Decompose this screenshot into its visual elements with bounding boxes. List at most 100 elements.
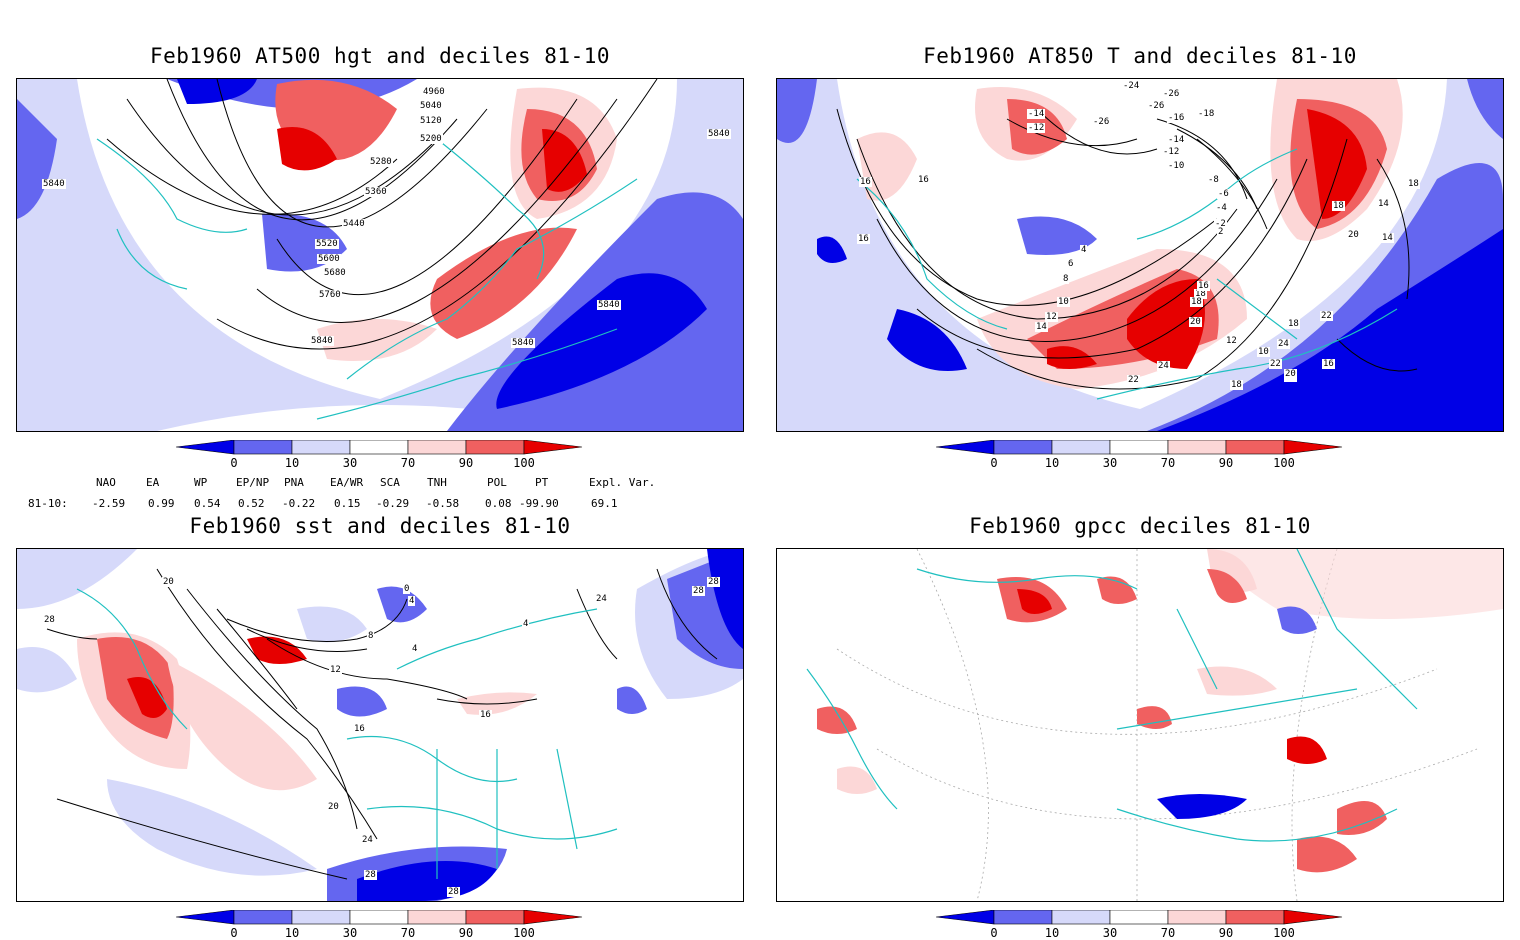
contour-label: 16 — [917, 175, 930, 185]
contour-label: 22 — [1320, 311, 1333, 321]
colorbar-tick-label: 70 — [400, 456, 416, 470]
index-row-label: 81-10: — [28, 497, 68, 510]
contour-label: 5200 — [419, 134, 443, 144]
contour-label: 4 — [1080, 245, 1088, 255]
contour-label: 5040 — [419, 101, 443, 111]
contour-label: 10 — [1057, 297, 1070, 307]
colorbar-swatch — [1051, 440, 1111, 455]
contour-label: 5840 — [597, 300, 621, 310]
contour-label: 0 — [403, 584, 411, 594]
contour-label: 14 — [1377, 199, 1390, 209]
colorbar-swatch — [349, 440, 409, 455]
colorbar-swatch — [233, 440, 293, 455]
index-header: POL — [487, 476, 507, 489]
contour-label: 5840 — [707, 129, 731, 139]
index-header: NAO — [96, 476, 116, 489]
contour-label: -12 — [1027, 123, 1046, 133]
contour-label: -10 — [1167, 161, 1186, 171]
colorbar-tick-label: 30 — [1102, 926, 1118, 940]
colorbar-swatch — [1109, 440, 1169, 455]
colorbar-tick-label: 70 — [1160, 926, 1176, 940]
contour-label: 18 — [1190, 297, 1203, 307]
colorbar-sst: 0 10 30 70 90 100 — [176, 908, 586, 940]
map-panel-hgt500: 4960 5040 5120 5200 5280 5360 5440 5520 5600 5680… — [16, 78, 744, 432]
colorbar-tick-label: 100 — [513, 926, 535, 940]
contour-label: 20 — [1284, 369, 1297, 379]
colorbar-high-arrow — [523, 440, 583, 455]
index-header: WP — [194, 476, 208, 489]
index-header: EA/WR — [330, 476, 364, 489]
colorbar-gpcc: 0 10 30 70 90 100 — [936, 908, 1346, 940]
contour-label: 28 — [447, 887, 460, 897]
contour-label: 18 — [1407, 179, 1420, 189]
index-header: PNA — [284, 476, 304, 489]
colorbar-swatch — [1225, 910, 1285, 925]
colorbar-tick-label: 100 — [1273, 456, 1295, 470]
colorbar-swatch — [407, 440, 467, 455]
contour-label: 5280 — [369, 157, 393, 167]
colorbar-swatch — [349, 910, 409, 925]
index-value: -0.58 — [426, 497, 460, 510]
map-panel-t850: -24 -26 -26 -14 -12 -26 -18 -16 -14 -12 -10 -8 -6 -4-… — [776, 78, 1504, 432]
map-gpcc — [777, 549, 1503, 901]
contour-label: -8 — [1207, 175, 1220, 185]
panel-title-t850: Feb1960 AT850 T and deciles 81-10 — [923, 44, 1357, 68]
map-panel-gpcc — [776, 548, 1504, 902]
contour-label: 12 — [1225, 336, 1238, 346]
colorbar-hgt500: 0 10 30 70 90 100 — [176, 438, 586, 478]
index-value: -2.59 — [92, 497, 126, 510]
colorbar-swatch — [465, 440, 525, 455]
contour-label: 20 — [1347, 230, 1360, 240]
contour-label: 22 — [1127, 375, 1140, 385]
colorbar-low-arrow — [936, 910, 995, 925]
contour-label: -2 — [1214, 219, 1227, 229]
contour-label: 5840 — [42, 179, 66, 189]
contour-label: -26 — [1092, 117, 1111, 127]
contour-label: -24 — [1122, 81, 1141, 91]
contour-label: 8 — [1062, 274, 1070, 284]
index-header: EA — [146, 476, 160, 489]
index-header: TNH — [427, 476, 447, 489]
contour-label: 5520 — [315, 239, 339, 249]
colorbar-tick-label: 10 — [1044, 926, 1060, 940]
colorbar-tick-label: 10 — [284, 456, 300, 470]
index-header: Expl. Var. — [589, 476, 656, 489]
index-value: -0.29 — [376, 497, 410, 510]
colorbar-high-arrow — [1283, 440, 1343, 455]
panel-title-hgt500: Feb1960 AT500 hgt and deciles 81-10 — [149, 44, 610, 68]
contour-label: 16 — [857, 234, 870, 244]
colorbar-swatch — [407, 910, 467, 925]
colorbar-tick-label: 70 — [400, 926, 416, 940]
contour-label: 4 — [522, 619, 530, 629]
contour-label: 16 — [479, 710, 492, 720]
contour-label: 14 — [1381, 233, 1394, 243]
colorbar-tick-label: 0 — [230, 926, 238, 940]
contour-label: 6 — [1067, 259, 1075, 269]
panel-title-sst: Feb1960 sst and deciles 81-10 — [189, 514, 571, 538]
contour-label: -26 — [1147, 101, 1166, 111]
contour-label: -14 — [1027, 109, 1046, 119]
contour-label: 28 — [43, 615, 56, 625]
colorbar-swatch — [291, 440, 351, 455]
colorbar-tick-label: 10 — [284, 926, 300, 940]
contour-label: -16 — [1167, 113, 1186, 123]
index-value: 0.08 — [485, 497, 512, 510]
contour-label: 18 — [1230, 380, 1243, 390]
colorbar-tick-label: 30 — [342, 926, 358, 940]
contour-label: 24 — [361, 835, 374, 845]
colorbar-swatch — [1167, 440, 1227, 455]
contour-label: 5440 — [342, 219, 366, 229]
map-t850 — [777, 79, 1503, 431]
colorbar-swatch — [1167, 910, 1227, 925]
colorbar-swatch — [1051, 910, 1111, 925]
index-value: 0.15 — [334, 497, 361, 510]
contour-label: 16 — [353, 724, 366, 734]
contour-label: 16 — [1322, 359, 1335, 369]
contour-label: 5840 — [310, 336, 334, 346]
contour-label: 18 — [1287, 319, 1300, 329]
colorbar-high-arrow — [523, 910, 583, 925]
contour-label: 5840 — [511, 338, 535, 348]
contour-label: 20 — [327, 802, 340, 812]
colorbar-low-arrow — [176, 910, 235, 925]
index-header: SCA — [380, 476, 400, 489]
